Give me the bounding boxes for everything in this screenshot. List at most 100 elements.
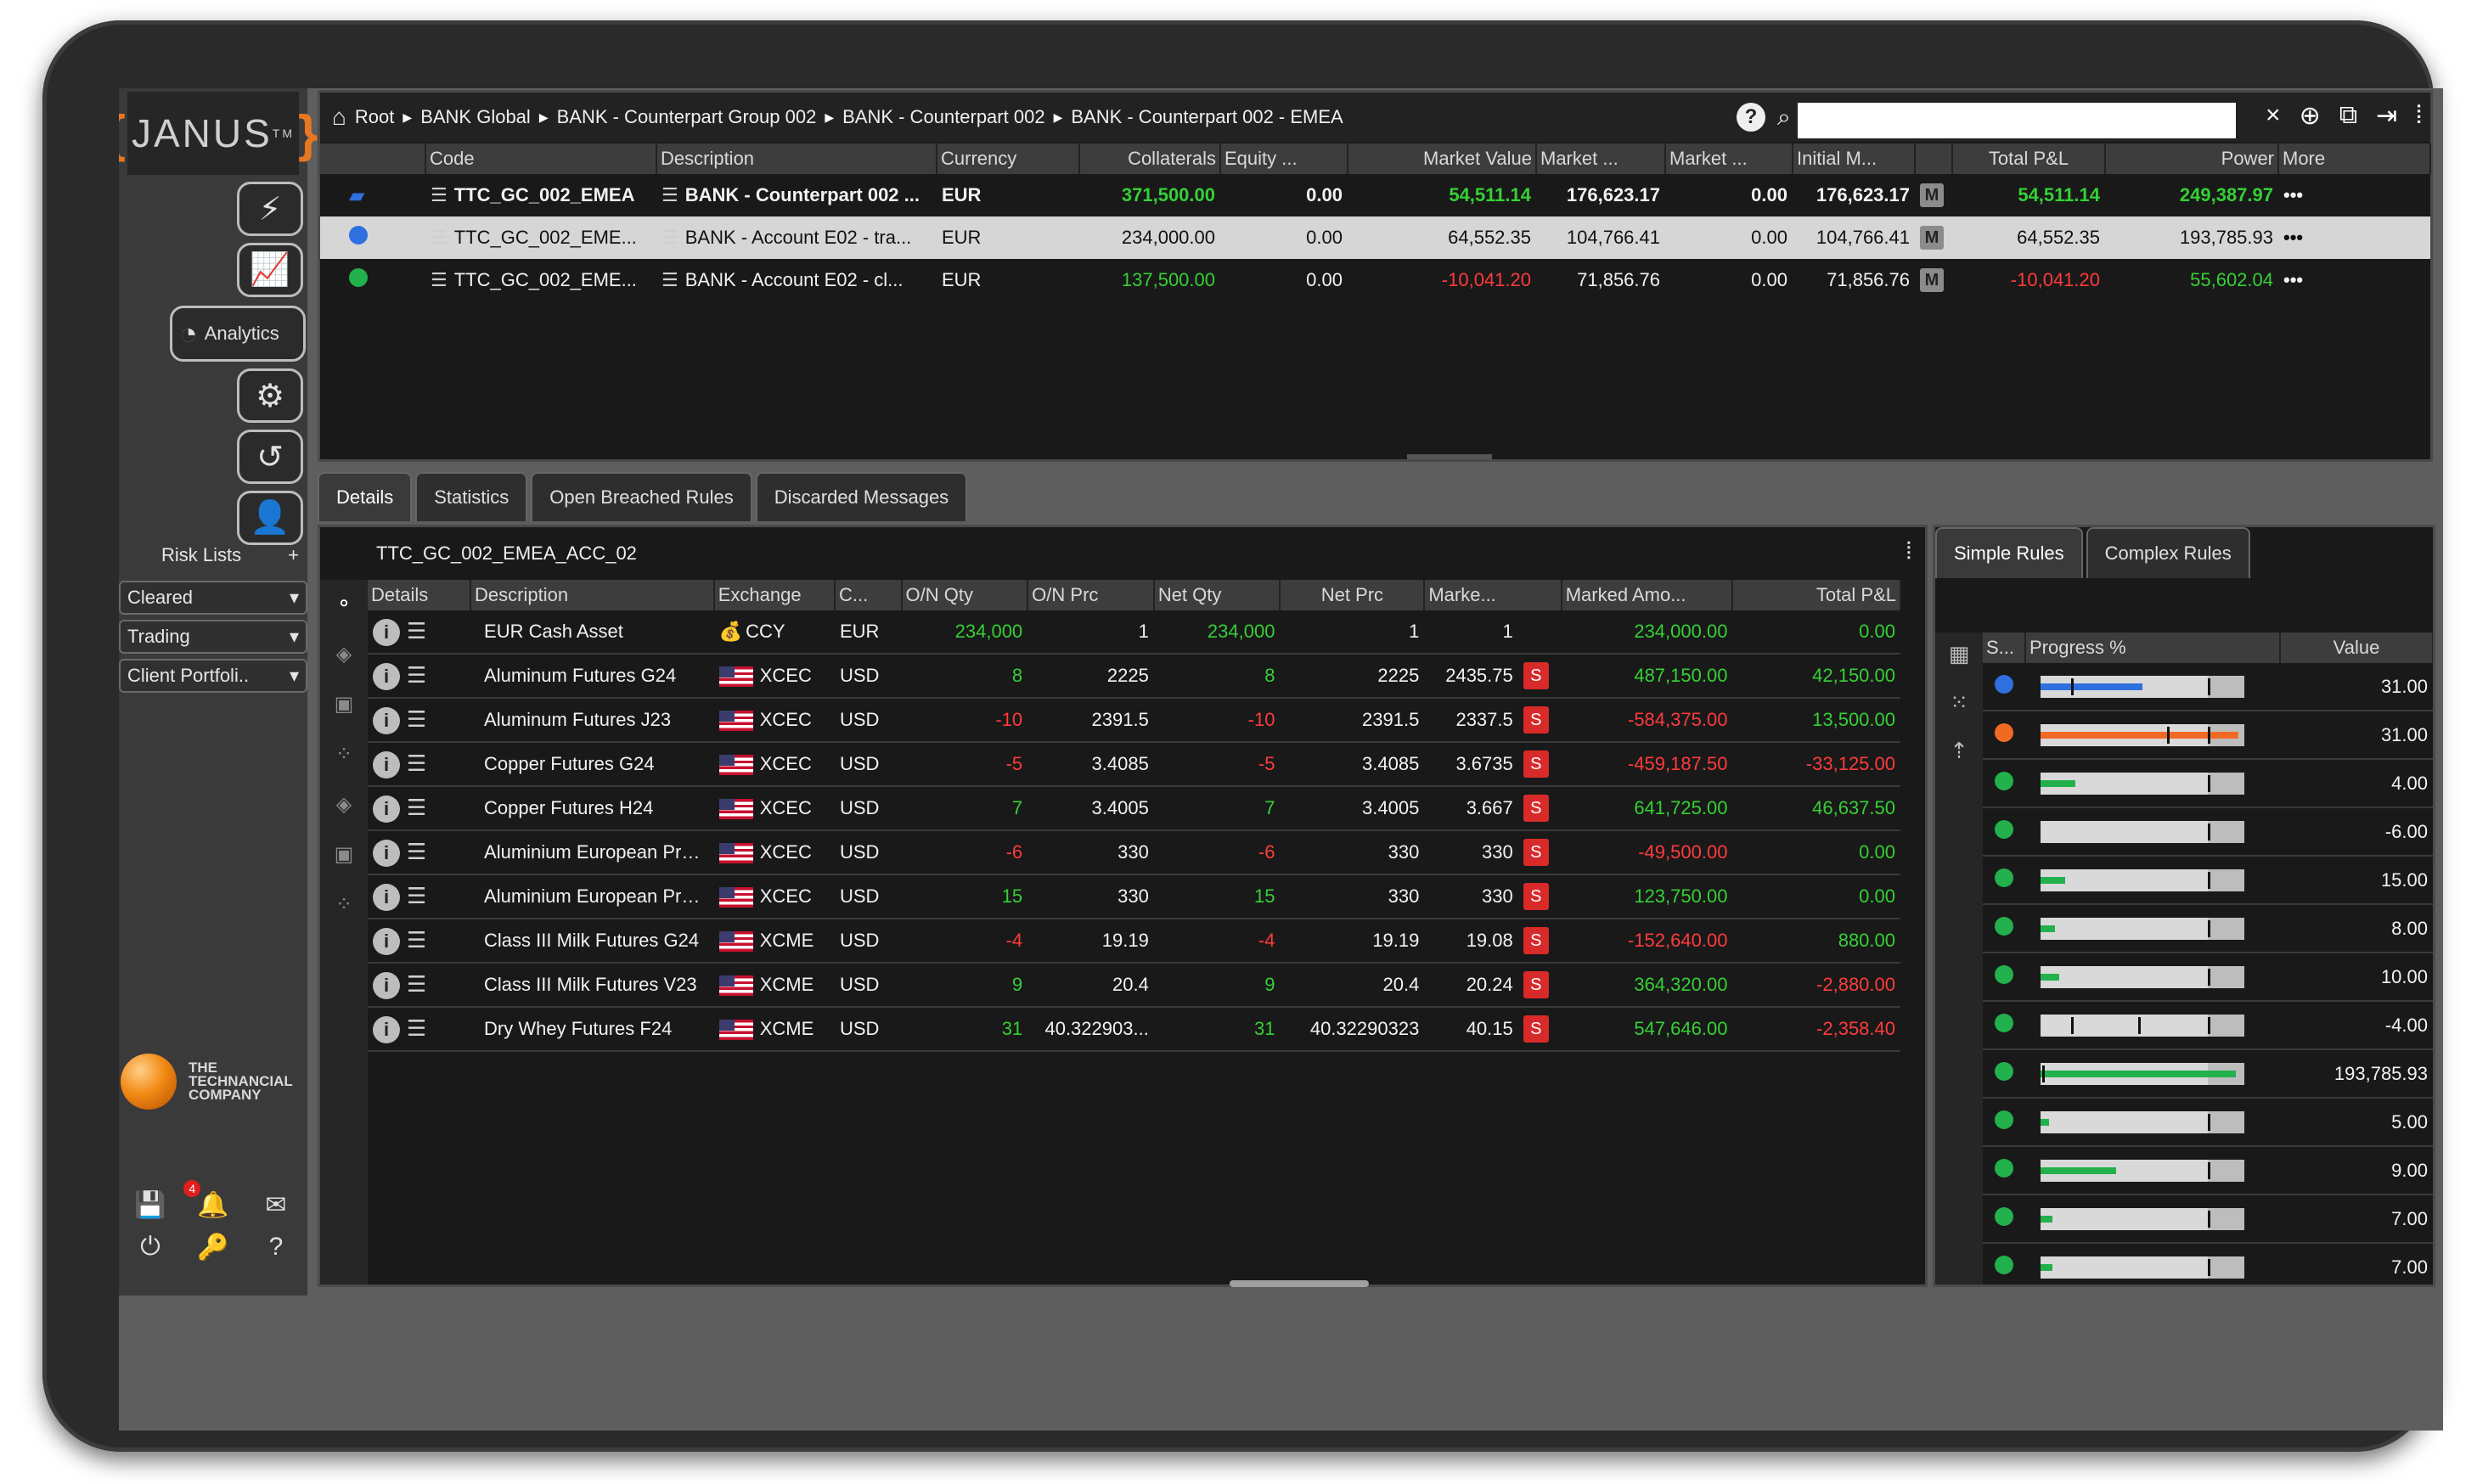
upload-icon[interactable]: ⇡ <box>1950 738 1968 763</box>
column-header[interactable]: Total P&L <box>1732 580 1901 610</box>
key-icon[interactable]: 🔑 <box>197 1233 229 1262</box>
panel-resize-handle[interactable] <box>1407 454 1492 459</box>
bottom-resize-handle[interactable] <box>1230 1280 1369 1287</box>
column-header[interactable] <box>320 143 426 174</box>
help-icon[interactable]: ? <box>268 1233 284 1261</box>
margin-badge[interactable]: M <box>1920 183 1944 207</box>
position-row[interactable]: i ☰ Dry Whey Futures F24 XCME USD 31 40.322903… <box>368 1007 1900 1051</box>
breadcrumb-item[interactable]: Root <box>354 106 395 127</box>
account-row[interactable]: ▰ ☰ TTC_GC_002_EMEA ☰ BANK - Counterpart 002… <box>320 174 2430 216</box>
info-icon[interactable]: i <box>373 839 400 867</box>
position-row[interactable]: i ☰ Copper Futures G24 XCEC USD -5 3.4085 -5 3.4… <box>368 742 1900 786</box>
scatter-icon[interactable]: ⁘ <box>335 743 353 766</box>
column-header[interactable]: O/N Qty <box>901 580 1029 610</box>
list-icon[interactable]: ☰ <box>407 838 427 864</box>
info-icon[interactable]: i <box>373 662 400 690</box>
column-header[interactable]: Description <box>656 143 937 174</box>
list-icon[interactable]: ☰ <box>407 617 427 644</box>
margin-badge[interactable]: M <box>1920 268 1944 292</box>
margin-badge[interactable]: M <box>1920 226 1944 250</box>
column-header[interactable]: Details <box>368 580 472 610</box>
column-header[interactable]: Code <box>425 143 657 174</box>
source-badge[interactable]: S <box>1523 1015 1549 1043</box>
info-icon[interactable]: i <box>373 971 400 999</box>
notifications-bell-icon[interactable]: 🔔 4 <box>183 1179 229 1220</box>
column-header[interactable]: More <box>2278 143 2431 174</box>
rule-row[interactable]: 4.00 <box>1983 759 2433 807</box>
tab-open-breached-rules[interactable]: Open Breached Rules <box>531 472 752 521</box>
clear-search-icon[interactable]: × <box>2266 101 2281 129</box>
source-badge[interactable]: S <box>1523 971 1549 998</box>
list-icon[interactable]: ☰ <box>407 882 427 908</box>
column-header[interactable]: C... <box>834 580 903 610</box>
source-badge[interactable]: S <box>1523 706 1549 734</box>
position-row[interactable]: i ☰ Aluminum Futures G24 XCEC USD 8 2225 8 2225 2… <box>368 654 1900 698</box>
tab-complex-rules[interactable]: Complex Rules <box>2086 527 2250 578</box>
column-header[interactable]: Market Value <box>1348 143 1537 174</box>
list-icon[interactable]: ☰ <box>407 970 427 997</box>
rule-row[interactable]: 31.00 <box>1983 663 2433 711</box>
column-header[interactable]: Description <box>470 580 715 610</box>
rule-row[interactable]: 8.00 <box>1983 904 2433 953</box>
risk-list-trading[interactable]: Trading ▾ <box>119 620 307 654</box>
more-actions-icon[interactable]: ••• <box>2283 269 2304 290</box>
breadcrumb-item[interactable]: BANK - Counterpart 002 <box>842 106 1045 127</box>
source-badge[interactable]: S <box>1523 883 1549 910</box>
settings-button[interactable]: ⚙ <box>237 368 303 423</box>
position-row[interactable]: i ☰ Aluminium European Premiu... XCEC USD 15 3… <box>368 874 1900 919</box>
source-badge[interactable]: S <box>1523 839 1549 866</box>
grid-dots-icon[interactable]: ⁙ <box>1950 689 1968 715</box>
info-icon[interactable]: i <box>373 618 400 646</box>
rule-row[interactable]: 31.00 <box>1983 711 2433 759</box>
power-icon[interactable]: ⏻ <box>140 1233 160 1261</box>
list-icon[interactable]: ☰ <box>407 661 427 688</box>
analytics-button[interactable]: ◔ Analytics <box>170 306 306 362</box>
rule-row[interactable]: 15.00 <box>1983 856 2433 904</box>
rule-row[interactable]: 9.00 <box>1983 1146 2433 1195</box>
position-row[interactable]: i ☰ Class III Milk Futures V23 XCME USD 9 20.4… <box>368 963 1900 1007</box>
toggle-dots-icon[interactable]: ⚬ <box>335 593 353 616</box>
position-row[interactable]: i ☰ Class III Milk Futures G24 XCME USD -4 19.… <box>368 919 1900 963</box>
lightning-button[interactable]: ⚡ <box>237 182 303 236</box>
column-settings-icon[interactable]: ⦙ <box>1906 537 1911 564</box>
info-icon[interactable]: i <box>373 1015 400 1043</box>
info-icon[interactable]: i <box>373 927 400 955</box>
risk-list-client-portfolio[interactable]: Client Portfoli.. ▾ <box>119 659 307 693</box>
info-icon[interactable]: i <box>373 706 400 734</box>
column-header[interactable]: Progress % <box>2025 632 2281 663</box>
list-icon[interactable]: ☰ <box>407 1015 427 1041</box>
account-row[interactable]: ☰ TTC_GC_002_EME... ☰ BANK - Account E02 - … <box>320 216 2430 259</box>
search-icon[interactable]: ⌕ <box>1777 103 1791 130</box>
column-header[interactable]: Exchange <box>713 580 836 610</box>
column-header[interactable]: Equity ... <box>1220 143 1348 174</box>
rule-row[interactable]: 7.00 <box>1983 1195 2433 1243</box>
column-header[interactable]: Currency <box>937 143 1080 174</box>
source-badge[interactable]: S <box>1523 662 1549 689</box>
cube-icon[interactable]: ◈ <box>335 643 352 666</box>
rule-row[interactable]: -6.00 <box>1983 807 2433 856</box>
column-header[interactable]: Net Prc <box>1280 580 1426 610</box>
tab-details[interactable]: Details <box>318 472 413 521</box>
rule-row[interactable]: 7.00 <box>1983 1243 2433 1284</box>
list-icon[interactable]: ☰ <box>407 705 427 732</box>
export-icon[interactable]: ⇥ <box>2376 102 2398 130</box>
account-row[interactable]: ☰ TTC_GC_002_EME... ☰ BANK - Account E02 - … <box>320 259 2430 301</box>
info-icon[interactable]: i <box>373 795 400 823</box>
user-button[interactable]: 👤 <box>237 491 303 545</box>
home-icon[interactable]: ⌂ <box>332 104 346 130</box>
add-risk-list-button[interactable]: + <box>288 544 299 565</box>
source-badge[interactable]: S <box>1523 927 1549 954</box>
position-row[interactable]: i ☰ Aluminium European Premiu... XCEC USD -6 3… <box>368 830 1900 874</box>
risk-list-cleared[interactable]: Cleared ▾ <box>119 581 307 615</box>
column-header[interactable]: Collaterals <box>1079 143 1221 174</box>
column-header[interactable]: O/N Prc <box>1027 580 1155 610</box>
column-header[interactable] <box>1915 143 1953 174</box>
list-icon[interactable]: ☰ <box>407 794 427 820</box>
history-button[interactable]: ↺ <box>237 430 303 484</box>
list-icon[interactable]: ☰ <box>407 926 427 953</box>
source-badge[interactable]: S <box>1523 750 1549 778</box>
table-icon[interactable]: ▦ <box>1948 641 1970 666</box>
column-header[interactable]: Market ... <box>1665 143 1793 174</box>
rule-row[interactable]: 10.00 <box>1983 953 2433 1001</box>
column-header[interactable]: Initial M... <box>1793 143 1916 174</box>
